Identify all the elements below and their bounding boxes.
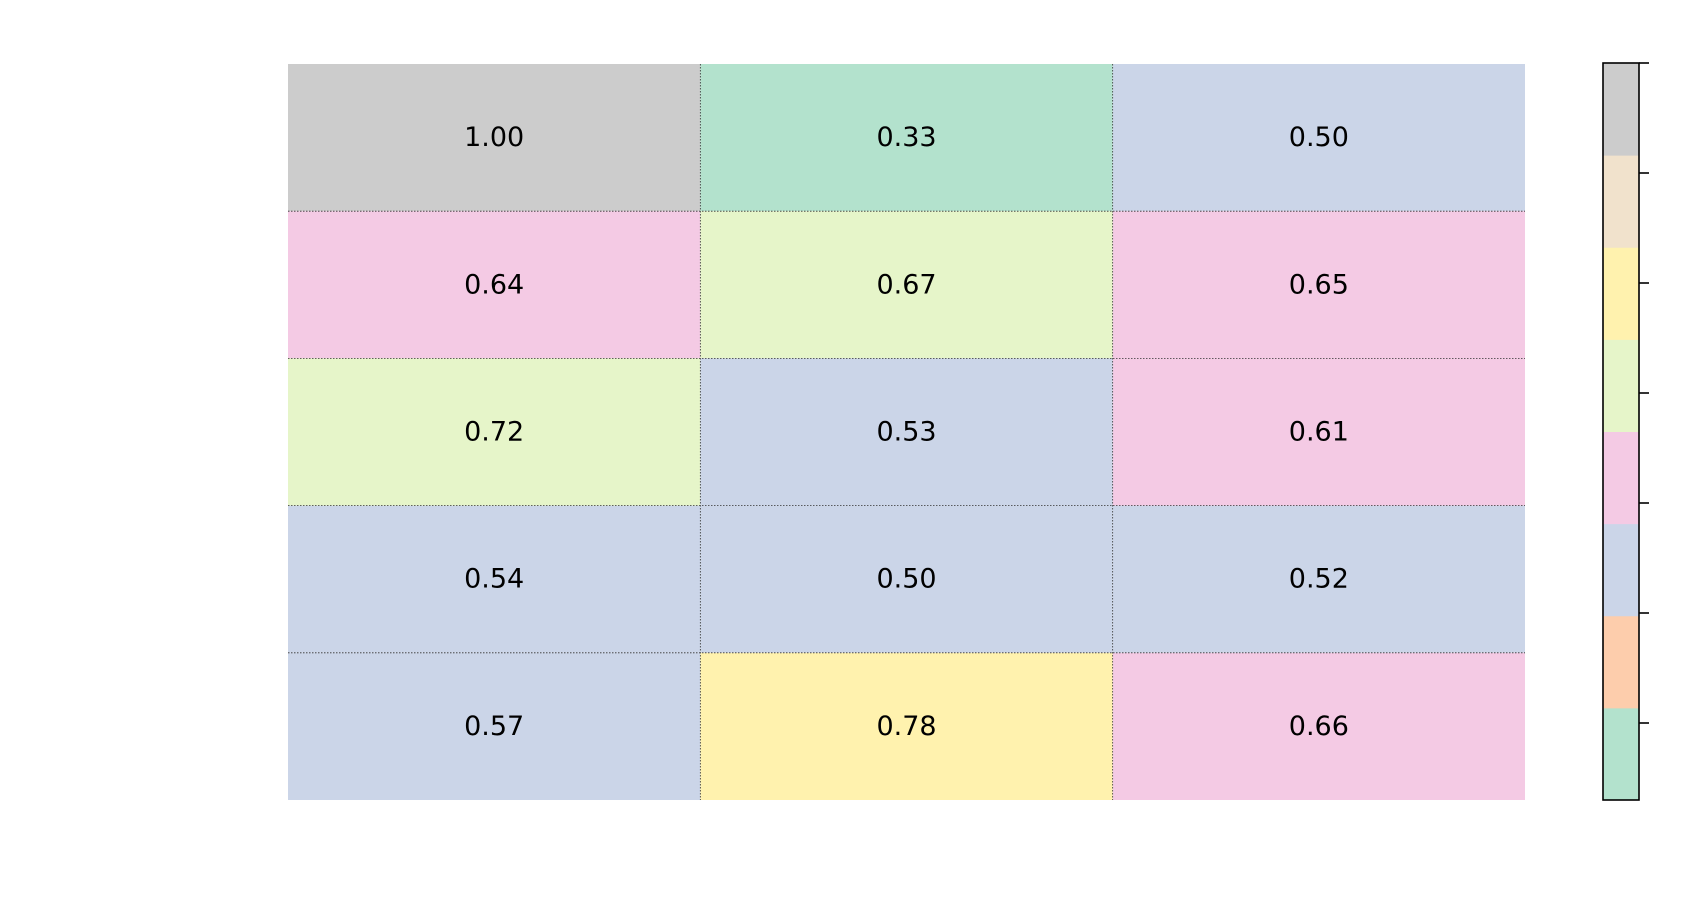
cell-label-r0-c2: 0.50: [1289, 122, 1349, 153]
heatmap-cell-r4-c2: [1112, 652, 1525, 800]
heatmap-grid: [288, 64, 1525, 800]
cell-label-r2-c2: 0.61: [1289, 417, 1349, 448]
cell-label-r4-c1: 0.78: [876, 711, 936, 742]
cell-label-r2-c0: 0.72: [464, 417, 524, 448]
cell-label-r4-c2: 0.66: [1289, 711, 1349, 742]
colorbar: [1602, 62, 1649, 801]
heatmap-cell-r2-c2: [1112, 358, 1525, 506]
heatmap-cell-r2-c0: [288, 358, 701, 506]
heatmap-cell-r3-c1: [700, 505, 1113, 653]
colorbar-segment-5: [1603, 247, 1639, 340]
heatmap-cell-r0-c0: [288, 64, 701, 212]
colorbar-segment-1: [1603, 615, 1639, 709]
cell-label-r1-c2: 0.65: [1289, 269, 1349, 300]
cell-label-r1-c0: 0.64: [464, 269, 524, 300]
cell-label-r2-c1: 0.53: [876, 417, 936, 448]
heatmap-cell-r0-c2: [1112, 64, 1525, 212]
colorbar-segment-7: [1603, 63, 1639, 156]
colorbar-segment-2: [1603, 523, 1639, 617]
heatmap-cell-r4-c0: [288, 652, 701, 800]
cell-label-r3-c1: 0.50: [876, 564, 936, 595]
cell-label-r0-c0: 1.00: [464, 122, 524, 153]
heatmap-cell-r2-c1: [700, 358, 1113, 506]
heatmap-cell-r4-c1: [700, 652, 1113, 800]
cell-label-r4-c0: 0.57: [464, 711, 524, 742]
colorbar-segment-4: [1603, 339, 1639, 432]
heatmap-cell-r1-c0: [288, 211, 701, 359]
heatmap-cell-r3-c0: [288, 505, 701, 653]
heatmap-cell-r1-c1: [700, 211, 1113, 359]
cell-label-r3-c0: 0.54: [464, 564, 524, 595]
heatmap-cells: [288, 64, 1525, 800]
colorbar-segment-3: [1603, 431, 1639, 525]
heatmap-cell-r1-c2: [1112, 211, 1525, 359]
cell-label-r3-c2: 0.52: [1289, 564, 1349, 595]
heatmap-cell-r3-c2: [1112, 505, 1525, 653]
colorbar-segment-6: [1603, 155, 1639, 248]
heatmap-cell-labels: 1.00 0.33 0.50 0.64 0.67 0.65 0.72 0.53 0.61 0.54…: [464, 122, 1349, 742]
heatmap-cell-r0-c1: [700, 64, 1113, 212]
colorbar-outline: [1602, 62, 1640, 801]
colorbar-segment-0: [1603, 707, 1639, 801]
cell-label-r1-c1: 0.67: [876, 269, 936, 300]
cell-label-r0-c1: 0.33: [876, 122, 936, 153]
